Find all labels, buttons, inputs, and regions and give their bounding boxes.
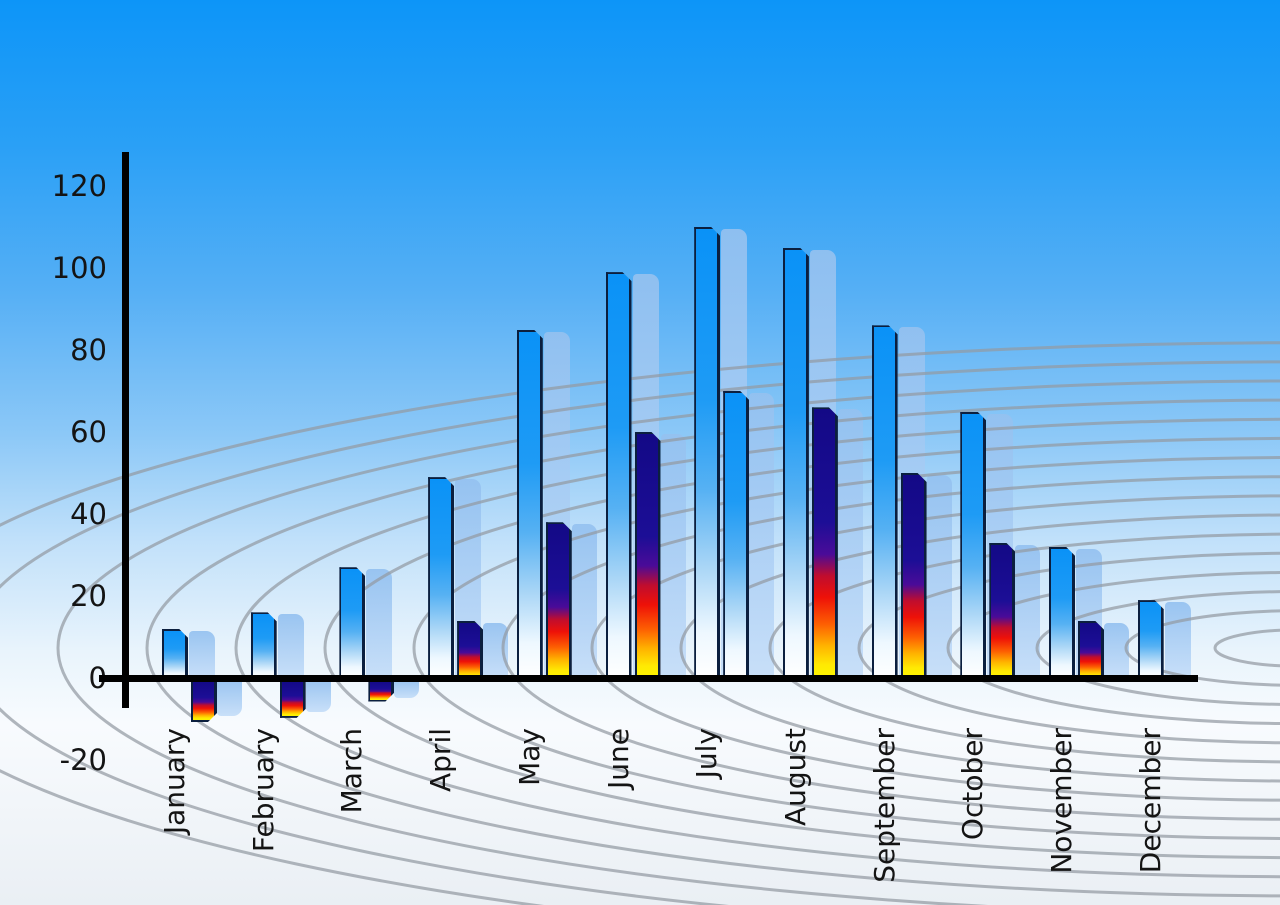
grid-arc (234, 417, 1280, 879)
bar-secondary-june (635, 432, 661, 678)
grid-arc (0, 360, 1280, 905)
shadow-bar-primary-august (809, 249, 836, 678)
shadow-bar-secondary-august (837, 409, 863, 678)
y-axis-tick--20: -20 (59, 743, 107, 777)
shadow-bar-secondary-october (1015, 544, 1041, 678)
y-axis-tick-0: 0 (88, 661, 107, 695)
grid-arc (1035, 590, 1280, 706)
shadow-bar-primary-may (543, 331, 570, 678)
bar-primary-june (606, 272, 632, 678)
shadow-bar-primary-july (721, 229, 748, 678)
x-axis-label-august: August (778, 728, 812, 826)
x-axis-label-january: January (158, 728, 191, 835)
grid-arc (501, 475, 1280, 821)
grid-arc (768, 532, 1280, 764)
shadow-bar-primary-march (366, 569, 393, 678)
bar-primary-december (1138, 600, 1164, 678)
y-axis-tick-20: 20 (70, 579, 107, 613)
bar-secondary-november (1078, 621, 1104, 678)
bar-secondary-august (812, 407, 838, 678)
y-axis-tick-120: 120 (51, 169, 107, 203)
bar-secondary-february (280, 681, 306, 718)
shadow-bar-primary-december (1164, 602, 1191, 678)
grid-arc (0, 341, 1280, 905)
grid-arc (946, 570, 1280, 726)
bar-primary-may (517, 330, 543, 679)
shadow-bar-primary-september (898, 327, 925, 678)
shadow-bar-primary-october (987, 413, 1014, 678)
x-axis-label-october: October (956, 728, 990, 841)
bar-primary-august (783, 248, 809, 679)
shadow-bar-primary-april (455, 479, 482, 678)
bar-secondary-march (368, 681, 394, 702)
y-axis-tick-80: 80 (70, 333, 107, 367)
shadow-bar-secondary-january (217, 681, 242, 716)
bar-primary-february (251, 612, 277, 678)
shadow-bar-secondary-november (1104, 622, 1129, 678)
bar-primary-september (872, 325, 898, 678)
shadow-bar-primary-february (277, 614, 304, 678)
grid-arc (323, 436, 1280, 860)
y-axis-tick-60: 60 (70, 415, 107, 449)
bar-secondary-january (191, 681, 217, 722)
grid-arc (56, 379, 1280, 905)
grid-arc (590, 494, 1280, 802)
bar-primary-april (428, 477, 454, 678)
grid-arc (145, 398, 1280, 898)
bar-secondary-october (989, 543, 1015, 678)
x-axis-label-february: February (246, 728, 280, 853)
shadow-bar-primary-june (632, 274, 659, 678)
x-axis-baseline (99, 675, 1198, 682)
shadow-bar-secondary-june (660, 434, 686, 678)
bar-secondary-july (723, 391, 749, 678)
bar-primary-october (960, 412, 986, 679)
x-axis-label-december: December (1133, 728, 1167, 874)
bar-primary-november (1049, 547, 1075, 678)
y-axis-tick-40: 40 (70, 497, 107, 531)
shadow-bar-primary-november (1076, 548, 1102, 678)
shadow-bar-secondary-july (749, 393, 775, 678)
x-axis-label-april: April (424, 728, 458, 792)
bar-secondary-september (901, 473, 927, 678)
x-axis-label-july: July (690, 728, 724, 779)
grid-arc (679, 513, 1280, 783)
x-axis-label-june: June (601, 728, 635, 789)
shadow-bar-secondary-march (394, 681, 420, 699)
shadow-bar-primary-january (189, 630, 215, 678)
y-axis-tick-100: 100 (51, 251, 107, 285)
bar-secondary-may (546, 522, 572, 678)
grid-arc (412, 456, 1280, 840)
x-axis-label-september: September (867, 728, 901, 883)
shadow-bar-secondary-september (926, 475, 952, 678)
shadow-bar-secondary-april (483, 622, 509, 678)
x-axis-label-november: November (1045, 728, 1078, 874)
grid-arc (1213, 628, 1280, 668)
grid-arc (857, 551, 1280, 745)
x-axis-label-march: March (335, 728, 369, 814)
shadow-bar-secondary-may (571, 524, 597, 678)
bar-primary-january (162, 629, 188, 678)
shadow-bar-secondary-february (305, 681, 331, 713)
bar-primary-march (339, 567, 365, 678)
y-axis-line (122, 152, 129, 708)
bar-secondary-april (457, 621, 483, 678)
x-axis-label-may: May (512, 728, 546, 786)
bar-primary-july (694, 227, 720, 678)
